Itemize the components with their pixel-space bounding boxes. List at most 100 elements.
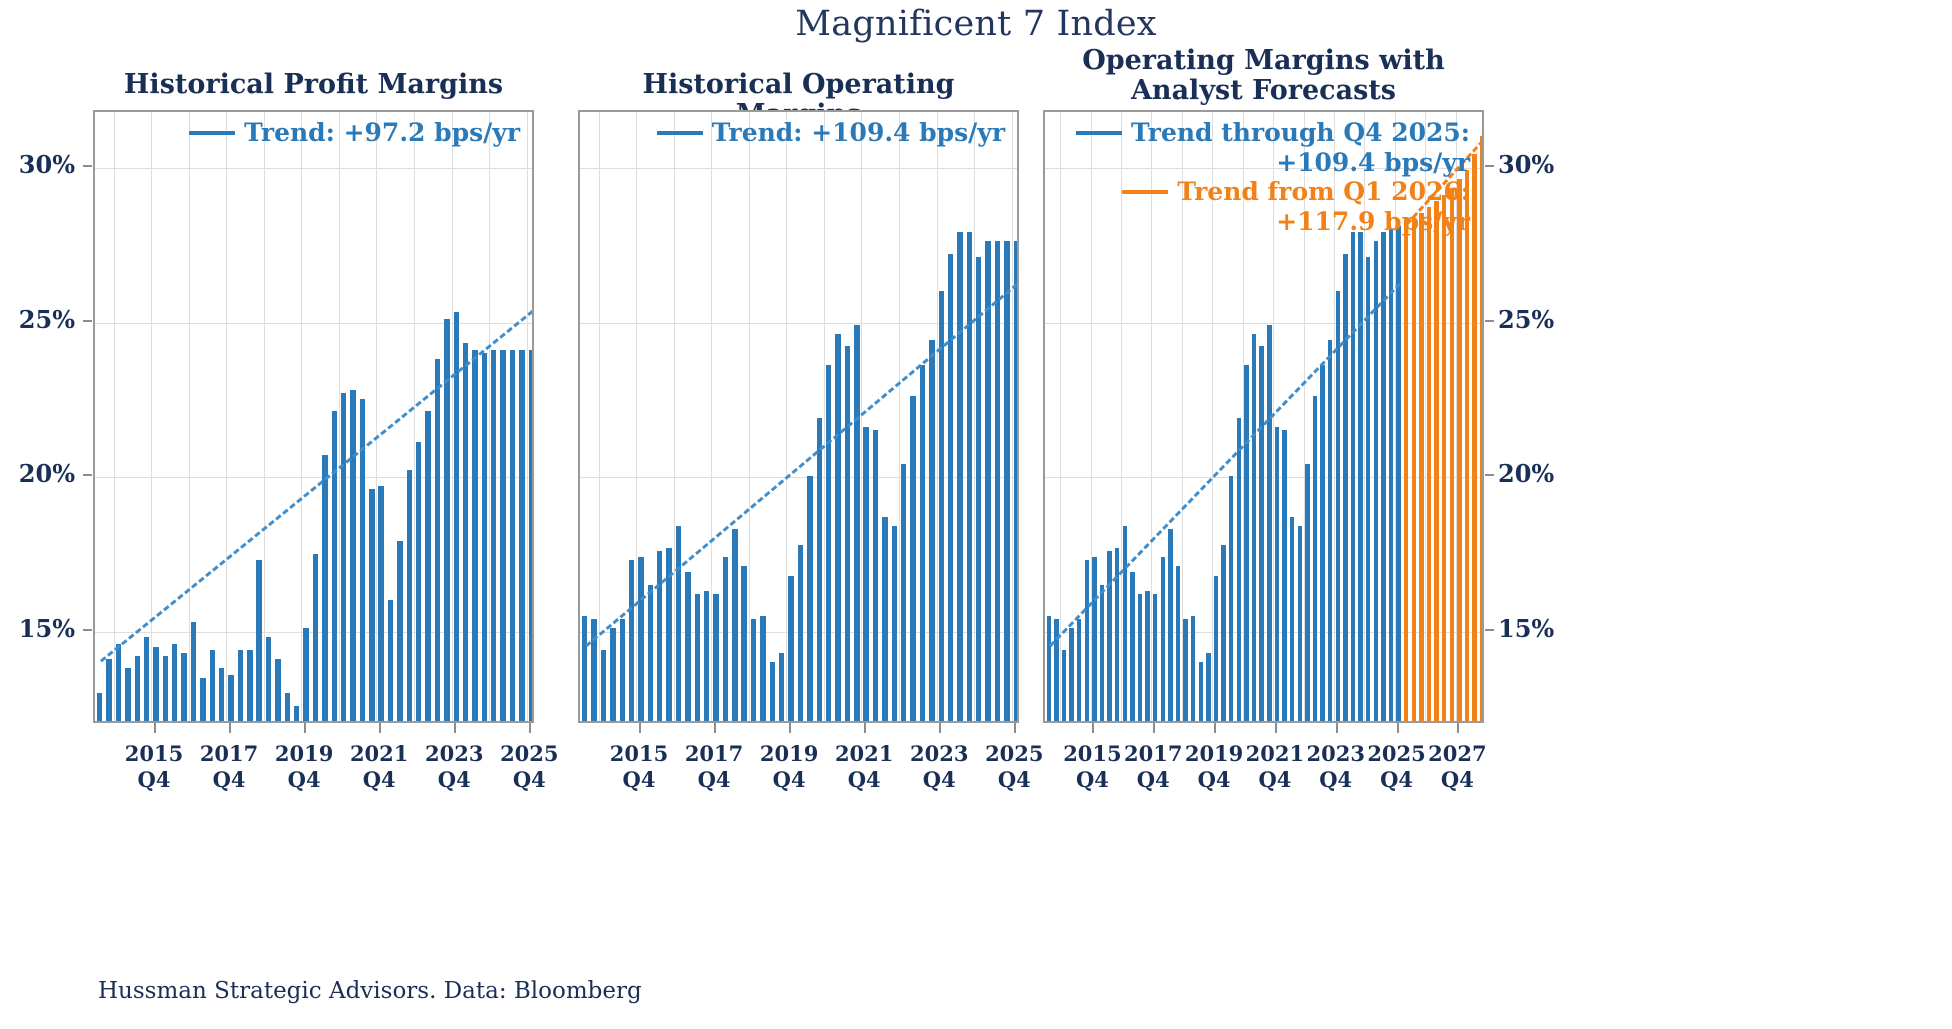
bar (976, 256, 982, 721)
x-axis-label: 2023 Q4 (884, 741, 994, 794)
x-axis-label-line: Q4 (922, 767, 956, 793)
bar (453, 312, 459, 721)
gridline-vertical (1334, 112, 1335, 721)
x-axis-label-line: Q4 (1319, 767, 1353, 793)
bar (96, 693, 103, 721)
x-axis-label-line: Q4 (622, 767, 656, 793)
y-axis-tick-left (83, 629, 92, 632)
x-axis-label-line: Q4 (1380, 767, 1413, 793)
x-axis-label: 2023 Q4 (399, 741, 509, 794)
bar (322, 454, 328, 721)
bar (509, 349, 516, 721)
bar (415, 442, 422, 721)
legend-entry: Trend: +109.4 bps/yr (578, 118, 1005, 148)
gridline-horizontal (1045, 168, 1482, 169)
page-title: Magnificent 7 Index (795, 4, 1157, 44)
bar-forecast (1441, 194, 1447, 721)
bar (1160, 556, 1166, 721)
bar (1115, 547, 1120, 721)
bar (1388, 228, 1394, 721)
bar (181, 652, 187, 721)
panel-title-line: Operating Margins with (1082, 45, 1445, 76)
bar (1013, 241, 1017, 721)
gridline-vertical (974, 112, 975, 721)
bar (1054, 618, 1059, 721)
gridline-vertical (1012, 112, 1013, 721)
bar (106, 659, 112, 721)
bar (369, 488, 375, 721)
gridline-vertical (1212, 112, 1213, 721)
x-axis-label: 2017 Q4 (659, 741, 769, 794)
x-axis-label-line: Q4 (362, 767, 396, 793)
bar (1373, 241, 1378, 721)
gridline-vertical (1395, 112, 1396, 721)
bar (434, 358, 441, 721)
bar (462, 343, 469, 721)
x-axis-label-line: 2015 (1063, 741, 1122, 766)
bar (1061, 649, 1067, 721)
bar (153, 646, 159, 721)
gridline-vertical (452, 112, 453, 721)
x-axis-tick (638, 723, 641, 733)
x-axis-label-line: 2027 (1428, 741, 1487, 766)
bar (406, 470, 413, 721)
bar (797, 544, 804, 721)
bar (638, 556, 644, 721)
bar (694, 594, 700, 721)
y-axis-label-left: 20% (18, 459, 75, 489)
x-axis-label-line: 2015 (609, 741, 669, 766)
gridline-vertical (1456, 112, 1457, 721)
x-axis-tick (1092, 723, 1095, 733)
bar (1236, 417, 1242, 721)
gridline-horizontal (95, 477, 532, 478)
bar (1320, 364, 1325, 721)
bar (1206, 652, 1211, 721)
gridline-vertical (1182, 112, 1183, 721)
gridline-horizontal (95, 323, 532, 324)
y-axis-label-right: 15% (1498, 614, 1555, 644)
x-axis-label-line: Q4 (437, 767, 471, 793)
bar (1191, 615, 1196, 721)
bar (854, 324, 860, 721)
bar (472, 349, 478, 721)
legend-swatch-blue (1075, 130, 1122, 135)
bar (1358, 231, 1363, 721)
gridline-vertical (1151, 112, 1152, 721)
bar (1305, 464, 1310, 721)
x-axis-label: 2015 Q4 (584, 741, 694, 794)
bar (957, 231, 963, 721)
y-axis-label-right: 20% (1498, 459, 1555, 489)
x-axis-tick (1274, 723, 1277, 733)
bar (966, 231, 973, 721)
x-axis-tick (229, 723, 232, 733)
bar (350, 389, 356, 721)
x-axis-label-line: 2017 (199, 741, 259, 766)
bar (703, 590, 710, 721)
x-axis-label-line: Q4 (1136, 767, 1170, 793)
panel-title-1: Historical Profit Margins (93, 69, 534, 100)
x-axis-tick (1457, 723, 1460, 733)
bar (265, 637, 272, 721)
x-axis-label-line: 2025 (985, 741, 1044, 766)
gridline-vertical (189, 112, 190, 721)
x-axis-label-line: 2017 (1124, 741, 1183, 766)
bar (378, 485, 384, 721)
x-axis-tick (864, 723, 867, 733)
y-axis-tick-right (1485, 474, 1494, 477)
bar (985, 241, 991, 721)
bar (209, 649, 215, 721)
x-axis-label-line: Q4 (137, 767, 171, 793)
bar (1004, 241, 1010, 721)
gridline-vertical (937, 112, 938, 721)
bar-forecast (1472, 154, 1477, 721)
bar (134, 656, 140, 721)
y-axis-label-left: 25% (18, 304, 75, 334)
legend-swatch-blue (189, 130, 236, 135)
bar (900, 464, 907, 721)
bar (1381, 231, 1386, 721)
bar (331, 411, 337, 721)
bar (172, 643, 178, 721)
bar (397, 541, 403, 721)
bar (1335, 290, 1340, 721)
